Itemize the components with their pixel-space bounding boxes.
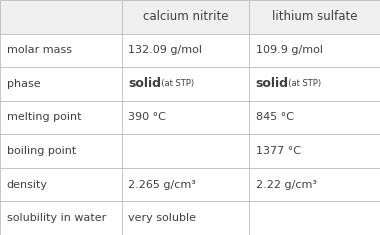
Text: lithium sulfate: lithium sulfate — [272, 10, 357, 23]
Text: 2.22 g/cm³: 2.22 g/cm³ — [256, 180, 317, 190]
Text: 390 °C: 390 °C — [128, 113, 166, 122]
Text: boiling point: boiling point — [7, 146, 76, 156]
Text: (at STP): (at STP) — [156, 79, 194, 88]
Text: very soluble: very soluble — [128, 213, 196, 223]
Text: solubility in water: solubility in water — [7, 213, 106, 223]
Text: density: density — [7, 180, 48, 190]
Text: calcium nitrite: calcium nitrite — [142, 10, 228, 23]
Text: molar mass: molar mass — [7, 45, 72, 55]
Bar — [0, 0, 380, 34]
Text: 132.09 g/mol: 132.09 g/mol — [128, 45, 203, 55]
Text: (at STP): (at STP) — [283, 79, 321, 88]
Text: 109.9 g/mol: 109.9 g/mol — [256, 45, 323, 55]
Text: 845 °C: 845 °C — [256, 113, 294, 122]
Text: solid: solid — [256, 77, 289, 90]
Text: 2.265 g/cm³: 2.265 g/cm³ — [128, 180, 196, 190]
Text: 1377 °C: 1377 °C — [256, 146, 301, 156]
Text: melting point: melting point — [7, 113, 81, 122]
Text: phase: phase — [7, 79, 40, 89]
Text: solid: solid — [128, 77, 162, 90]
